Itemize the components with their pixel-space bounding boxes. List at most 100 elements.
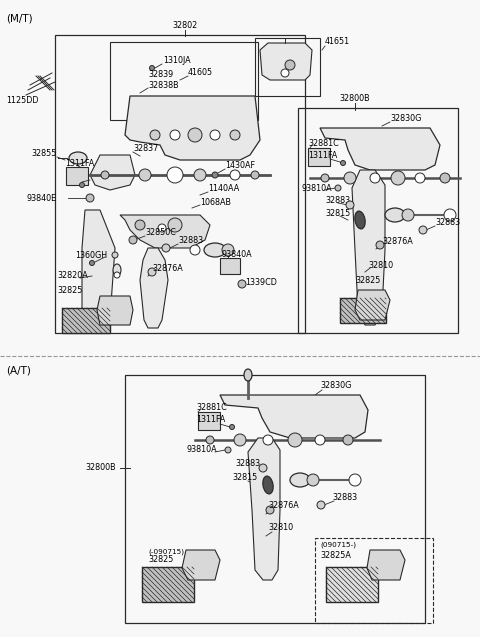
Circle shape [206, 436, 214, 444]
Bar [198, 412, 220, 430]
Circle shape [194, 169, 206, 181]
Text: 32839: 32839 [148, 69, 173, 78]
Circle shape [288, 433, 302, 447]
Polygon shape [82, 210, 115, 326]
Text: 41651: 41651 [325, 36, 350, 45]
Circle shape [80, 182, 84, 187]
Bar [255, 38, 320, 96]
Polygon shape [125, 96, 260, 160]
Bar [326, 567, 378, 602]
Circle shape [415, 173, 425, 183]
Bar [66, 167, 88, 185]
Circle shape [281, 69, 289, 77]
Text: 1360GH: 1360GH [75, 250, 107, 259]
Ellipse shape [385, 208, 405, 222]
Polygon shape [352, 170, 385, 325]
Circle shape [230, 130, 240, 140]
Text: 41605: 41605 [188, 68, 213, 76]
Bar [298, 108, 458, 333]
Polygon shape [367, 550, 405, 580]
Circle shape [251, 171, 259, 179]
Text: 32810: 32810 [368, 261, 393, 269]
Text: 93840A: 93840A [222, 250, 252, 259]
Text: 32883: 32883 [332, 492, 357, 501]
Text: 1068AB: 1068AB [200, 197, 231, 206]
Circle shape [212, 172, 218, 178]
Polygon shape [220, 395, 368, 438]
Bar [125, 375, 425, 623]
Circle shape [259, 464, 267, 472]
Bar [308, 148, 330, 166]
Circle shape [149, 66, 155, 71]
Text: (A/T): (A/T) [6, 365, 31, 375]
Circle shape [238, 280, 246, 288]
Text: 32800B: 32800B [85, 464, 116, 473]
Circle shape [101, 171, 109, 179]
Circle shape [225, 447, 231, 453]
Text: 32850C: 32850C [145, 227, 176, 236]
Circle shape [391, 171, 405, 185]
Circle shape [114, 272, 120, 278]
Text: 32830G: 32830G [390, 113, 421, 122]
Circle shape [129, 236, 137, 244]
Text: 93810A: 93810A [186, 445, 216, 455]
Text: 32881C: 32881C [196, 403, 227, 413]
Text: 32876A: 32876A [382, 236, 413, 245]
Circle shape [229, 424, 235, 429]
Circle shape [315, 435, 325, 445]
Bar [142, 567, 194, 602]
Text: 32800B: 32800B [340, 94, 370, 103]
Circle shape [402, 209, 414, 221]
Ellipse shape [290, 473, 310, 487]
Text: 32825A: 32825A [320, 550, 351, 559]
Bar [110, 42, 258, 120]
Text: 32825: 32825 [355, 275, 380, 285]
Circle shape [376, 241, 384, 249]
Text: 1311FA: 1311FA [308, 150, 337, 159]
Text: 93840E: 93840E [27, 194, 57, 203]
Circle shape [168, 218, 182, 232]
Text: 32883: 32883 [235, 459, 260, 468]
Circle shape [343, 435, 353, 445]
Bar [220, 258, 240, 274]
Bar [62, 308, 110, 333]
Circle shape [340, 161, 346, 166]
Text: 32876A: 32876A [268, 501, 299, 510]
Text: 32810: 32810 [268, 524, 293, 533]
Polygon shape [260, 43, 312, 80]
Text: 32830G: 32830G [320, 380, 351, 389]
Ellipse shape [69, 152, 87, 164]
Circle shape [112, 252, 118, 258]
Circle shape [444, 209, 456, 221]
Circle shape [344, 172, 356, 184]
Text: 32820A: 32820A [57, 271, 88, 280]
Text: 1310JA: 1310JA [163, 55, 191, 64]
Circle shape [190, 245, 200, 255]
Text: 1311FA: 1311FA [196, 415, 225, 424]
Text: (090715-): (090715-) [320, 541, 356, 548]
Circle shape [285, 60, 295, 70]
Text: 32855: 32855 [32, 148, 57, 157]
Circle shape [148, 268, 156, 276]
Circle shape [89, 261, 95, 266]
Circle shape [86, 194, 94, 202]
Text: 32883: 32883 [178, 236, 203, 245]
Polygon shape [90, 155, 135, 190]
Text: (-090715): (-090715) [148, 548, 184, 555]
Text: 93810A: 93810A [302, 183, 333, 192]
Circle shape [335, 185, 341, 191]
Ellipse shape [204, 243, 226, 257]
Text: 1311FA: 1311FA [65, 159, 94, 168]
Circle shape [307, 474, 319, 486]
Text: 32838B: 32838B [148, 80, 179, 90]
Ellipse shape [355, 211, 365, 229]
Circle shape [162, 244, 170, 252]
Circle shape [346, 201, 354, 209]
Circle shape [139, 169, 151, 181]
Polygon shape [140, 248, 168, 328]
Text: (M/T): (M/T) [6, 13, 33, 23]
Circle shape [210, 130, 220, 140]
Circle shape [188, 128, 202, 142]
Circle shape [370, 173, 380, 183]
Text: 32825: 32825 [148, 555, 173, 564]
